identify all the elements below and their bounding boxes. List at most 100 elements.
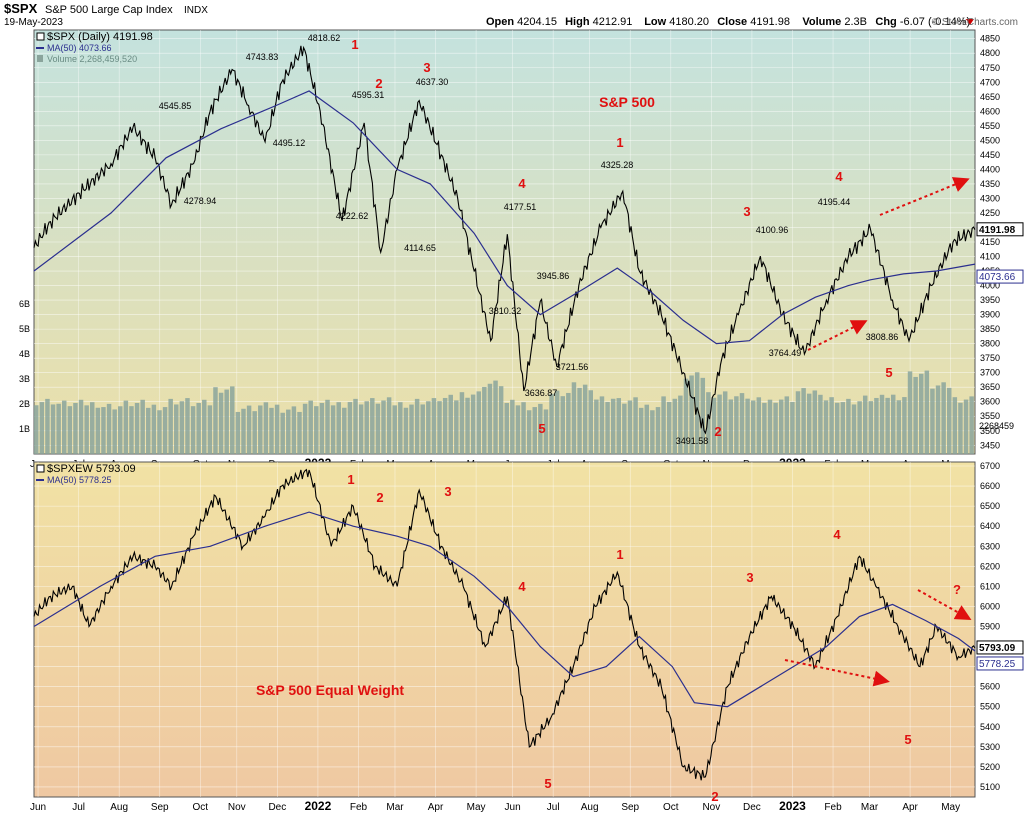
price-line [33, 468, 976, 781]
volume-bar [638, 407, 644, 454]
wave-label: 1 [616, 135, 623, 150]
volume-bar [661, 396, 666, 454]
volume-bar [409, 404, 414, 454]
wave-label: 5 [885, 365, 892, 380]
volume-bar [706, 392, 711, 454]
volume-bar [207, 405, 213, 454]
x-tick-label: Apr [902, 802, 918, 813]
y-tick-label: 4150 [980, 237, 1000, 247]
volume-bar [420, 404, 425, 454]
volume-bar [45, 398, 50, 454]
volume-bar [750, 400, 756, 454]
y-tick-label: 6300 [980, 541, 1000, 551]
y-tick-label: 3450 [980, 440, 1000, 450]
volume-bar [834, 402, 840, 454]
volume-bar [319, 402, 325, 454]
y-tick-label: 3750 [980, 353, 1000, 363]
price-annotation: 3764.49 [769, 348, 802, 358]
badge-box [976, 640, 1024, 655]
x-tick-label: Sep [151, 802, 169, 813]
price-annotation: 4637.30 [416, 77, 449, 87]
volume-bar [543, 409, 549, 454]
volume-bar [851, 404, 857, 454]
volume-bar [34, 405, 39, 454]
volume-bar [168, 398, 173, 454]
ohlc-label: Low [644, 16, 669, 28]
volume-bar [381, 400, 386, 454]
volume-bar [896, 400, 902, 454]
volume-bar [767, 399, 773, 454]
last-ma-badge: 5778.25 [976, 656, 1024, 671]
volume-bar [246, 405, 252, 454]
volume-bar [190, 406, 196, 454]
x-tick-label: Jul [547, 802, 560, 813]
volume-bar [734, 396, 739, 454]
chart-symbol: $SPX [4, 1, 38, 16]
y-tick-label: 5300 [980, 742, 1000, 752]
y-tick-label: 3600 [980, 397, 1000, 407]
volume-bar [151, 404, 157, 454]
price-annotation: 4100.96 [756, 225, 789, 235]
wave-label: 2 [711, 789, 718, 804]
wave-label: 2 [376, 490, 383, 505]
y-tick-label: 5100 [980, 782, 1000, 792]
ohlc-item: Close 4191.98 [717, 16, 790, 28]
volume-bar [913, 376, 918, 454]
volume-axis-label: 1B [19, 424, 30, 434]
y-tick-label: 4850 [980, 34, 1000, 44]
wave-label: 5 [544, 776, 551, 791]
ohlc-item: Volume 2.3B [802, 16, 867, 28]
volume-bar [739, 393, 745, 454]
volume-bar [918, 373, 924, 454]
ohlc-value: 2.3B [844, 16, 867, 28]
ohlc-item: Chg -6.07 (-0.14%) [875, 16, 970, 28]
badge-value: 4191.98 [979, 225, 1016, 236]
square-icon [36, 32, 45, 41]
price-annotation: 4743.83 [246, 52, 279, 62]
volume-bar [90, 402, 95, 454]
volume-bar [806, 393, 812, 454]
wave-label: 1 [351, 37, 358, 52]
y-tick-label: 5400 [980, 722, 1000, 732]
x-tick-label: Nov [702, 802, 720, 813]
volume-bar [459, 392, 465, 454]
badge-value: 5778.25 [979, 659, 1016, 670]
volume-bar [112, 409, 117, 454]
volume-axis-label: 6B [19, 299, 30, 309]
volume-bar [874, 397, 879, 454]
volume-bar [392, 405, 397, 454]
volume-bar [370, 398, 375, 454]
volume-bar [846, 398, 851, 454]
volume-bar [437, 401, 442, 454]
y-tick-label: 6100 [980, 581, 1000, 591]
x-tick-label: Oct [663, 802, 679, 813]
price-annotation: 3491.58 [676, 436, 709, 446]
wave-label: 5 [538, 421, 545, 436]
volume-bar [202, 399, 207, 454]
badge-box [976, 269, 1024, 284]
ohlc-item: High 4212.91 [565, 16, 632, 28]
volume-bar [106, 403, 112, 454]
x-tick-label: Sep [621, 802, 639, 813]
volume-bar [504, 402, 509, 454]
volume-bar [134, 402, 140, 454]
volume-bar [823, 400, 829, 454]
volume-bar [95, 407, 101, 454]
volume-bar [963, 399, 969, 454]
volume-bar [286, 409, 291, 454]
badge-value: 5793.09 [979, 643, 1016, 654]
x-tick-label: Feb [824, 802, 842, 813]
ohlc-value: 4204.15 [517, 16, 557, 28]
y-tick-label: 4250 [980, 208, 1000, 218]
volume-bar [924, 370, 930, 454]
x-tick-label: Nov [228, 802, 246, 813]
y-tick-label: 4400 [980, 164, 1000, 174]
volume-bar [689, 375, 694, 454]
badge-value: 4073.66 [979, 272, 1016, 283]
volume-bar [672, 398, 678, 454]
ohlc-label: Close [717, 16, 750, 28]
price-annotation: 4278.94 [184, 196, 217, 206]
volume-bar [885, 397, 890, 454]
wave-label: 3 [746, 570, 753, 585]
